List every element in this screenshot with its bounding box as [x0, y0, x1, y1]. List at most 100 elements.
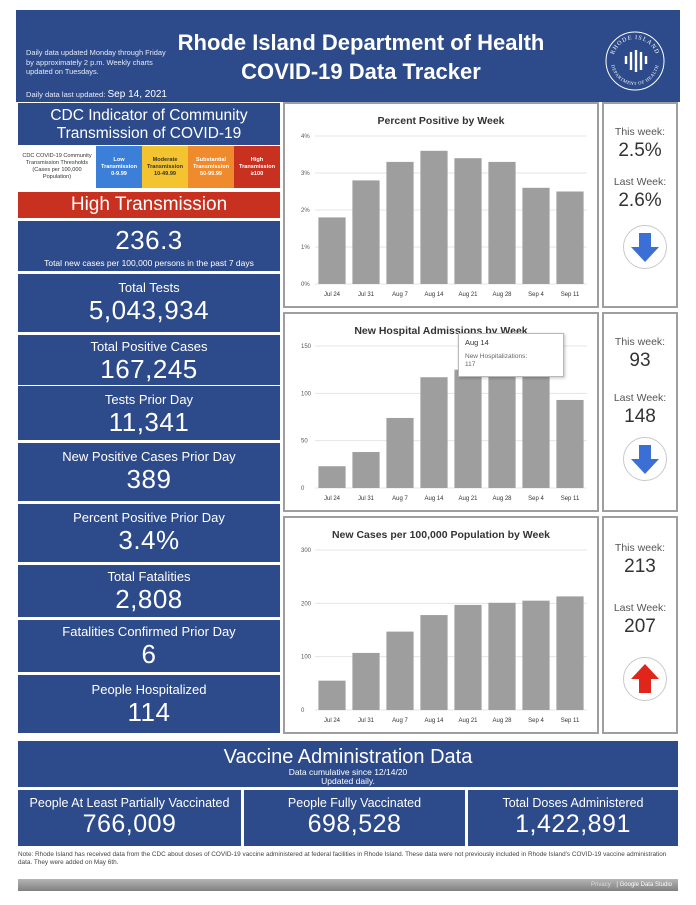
y-tick-label: 0	[301, 486, 305, 492]
arrow-up-icon	[623, 657, 667, 701]
y-tick-label: 3%	[301, 171, 310, 177]
total-doses-panel: Total Doses Administered 1,422,891	[468, 790, 678, 846]
bar	[318, 466, 346, 488]
tests-prior-day-label: Tests Prior Day	[104, 392, 194, 407]
threshold-moderate-name: Moderate Transmission	[146, 156, 184, 170]
vaccine-subtitle-1: Data cumulative since 12/14/20	[288, 767, 408, 777]
last-week-label: Last Week:	[613, 392, 667, 404]
hospital-admissions-chart-svg: New Hospital Admissions by Week050100150…	[301, 325, 587, 502]
y-tick-label: 1%	[301, 245, 310, 251]
percent-positive-chart-svg: Percent Positive by Week 0% 1% 2% 3% 4% Jul 24…	[301, 115, 587, 298]
page-title-line2: COVID-19 Data Tracker	[241, 59, 481, 84]
last-updated: Daily data last updated: Sep 14, 2021	[26, 89, 167, 100]
x-tick-label: Aug 7	[392, 718, 408, 724]
this-week-label: This week:	[614, 336, 666, 348]
total-tests-panel: Total Tests 5,043,934	[18, 274, 280, 332]
total-fatalities-value: 2,808	[115, 584, 183, 614]
x-tick-label: Sep 11	[561, 292, 580, 298]
vaccine-title: Vaccine Administration Data	[223, 746, 473, 768]
x-tick-label: Aug 21	[458, 292, 478, 298]
bar	[488, 602, 516, 710]
x-tick-label: Jul 24	[324, 292, 341, 298]
bar	[420, 150, 448, 284]
x-tick-label: Aug 28	[492, 496, 512, 502]
bar	[386, 161, 414, 284]
bar	[454, 369, 482, 488]
fully-vaccinated-value: 698,528	[307, 810, 402, 838]
fatalities-prior-day-panel: Fatalities Confirmed Prior Day 6	[18, 620, 280, 672]
bar	[488, 161, 516, 284]
fatalities-prior-day-label: Fatalities Confirmed Prior Day	[62, 624, 236, 639]
this-week-label: This week:	[614, 542, 666, 554]
bar	[318, 217, 346, 284]
x-tick-label: Aug 21	[458, 718, 478, 724]
threshold-low-name: Low Transmission	[100, 156, 138, 170]
total-positive-panel: Total Positive Cases 167,245	[18, 335, 280, 385]
threshold-moderate: Moderate Transmission 10-49.99	[142, 146, 188, 188]
hospitalized-panel: People Hospitalized 114	[18, 675, 280, 733]
cases-per-100k-label: Total new cases per 100,000 persons in t…	[44, 258, 254, 268]
total-positive-label: Total Positive Cases	[90, 339, 208, 354]
hospitalized-label: People Hospitalized	[91, 682, 207, 697]
this-week-value: 213	[624, 556, 656, 577]
ri-health-seal-icon: RHODE ISLAND DEPARTMENT OF HEALTH	[605, 31, 665, 91]
footnote: Note: Rhode Island has received data fro…	[18, 851, 667, 867]
this-week-value: 93	[629, 350, 651, 371]
page-title: Rhode Island Department of Health COVID-…	[176, 28, 546, 86]
y-tick-label: 2%	[301, 208, 310, 214]
bar	[352, 652, 380, 710]
tests-prior-day-value: 11,341	[108, 407, 190, 437]
last-week-value: 2.6%	[618, 190, 662, 211]
bar	[352, 452, 380, 488]
x-tick-label: Aug 14	[424, 718, 444, 724]
new-positive-prior-day-value: 389	[126, 464, 172, 494]
transmission-thresholds: CDC COVID-19 Community Transmission Thre…	[18, 146, 280, 188]
total-fatalities-label: Total Fatalities	[107, 569, 191, 584]
y-tick-label: 4%	[301, 134, 310, 140]
this-week-value: 2.5%	[618, 140, 662, 161]
thresholds-label: CDC COVID-19 Community Transmission Thre…	[18, 146, 96, 188]
cases-per-100k-value: 236.3	[115, 225, 183, 255]
percent-positive-prior-day-label: Percent Positive Prior Day	[73, 510, 225, 525]
fatalities-prior-day-value: 6	[141, 639, 157, 669]
x-tick-label: Aug 7	[392, 292, 408, 298]
total-fatalities-panel: Total Fatalities 2,808	[18, 565, 280, 617]
last-week-value: 207	[624, 616, 656, 637]
privacy-link[interactable]: Privacy	[591, 882, 611, 888]
bar	[386, 417, 414, 488]
tooltip-metric-value: 117	[465, 361, 476, 368]
cdc-indicator-title: CDC Indicator of Community Transmission …	[18, 103, 280, 145]
bar	[556, 191, 584, 284]
x-tick-label: Aug 7	[392, 496, 408, 502]
x-tick-label: Aug 28	[492, 292, 512, 298]
cases-per-100k-panel: 236.3 Total new cases per 100,000 person…	[18, 221, 280, 271]
vaccine-subtitle-2: Updated daily.	[321, 776, 375, 786]
partially-vaccinated-value: 766,009	[82, 810, 177, 838]
x-tick-label: Jul 31	[358, 292, 375, 298]
last-week-value: 148	[624, 406, 656, 427]
new-positive-prior-day-label: New Positive Cases Prior Day	[62, 449, 236, 464]
new-positive-prior-day-panel: New Positive Cases Prior Day 389	[18, 443, 280, 501]
y-tick-label: 50	[301, 439, 308, 445]
x-tick-label: Sep 11	[561, 496, 580, 502]
this-week-label: This week:	[614, 126, 666, 138]
page-title-line1: Rhode Island Department of Health	[177, 30, 545, 55]
threshold-low: Low Transmission 0-9.99	[96, 146, 142, 188]
total-tests-label: Total Tests	[118, 280, 180, 295]
vaccine-header: Vaccine Administration Data Data cumulat…	[18, 741, 678, 787]
tooltip-date: Aug 14	[465, 338, 489, 347]
partially-vaccinated-panel: People At Least Partially Vaccinated 766…	[18, 790, 241, 846]
chart-title: Percent Positive by Week	[377, 115, 504, 127]
bar	[454, 604, 482, 710]
y-tick-label: 200	[301, 601, 312, 607]
google-data-studio-link[interactable]: Google Data Studio	[619, 882, 672, 888]
threshold-high-name: High Transmission	[238, 156, 276, 170]
y-tick-label: 150	[301, 344, 312, 350]
hospital-admissions-chart: New Hospital Admissions by Week 0 50 100 150…	[283, 312, 599, 512]
threshold-substantial-range: 50-99.99	[199, 170, 223, 177]
percent-positive-chart: Percent Positive by Week 0% 1% 2% 3% 4% Jul 24…	[283, 102, 599, 308]
bar	[556, 399, 584, 488]
threshold-moderate-range: 10-49.99	[153, 170, 177, 177]
fully-vaccinated-label: People Fully Vaccinated	[287, 796, 422, 810]
update-schedule-note: Daily data updated Monday through Friday…	[26, 48, 166, 76]
